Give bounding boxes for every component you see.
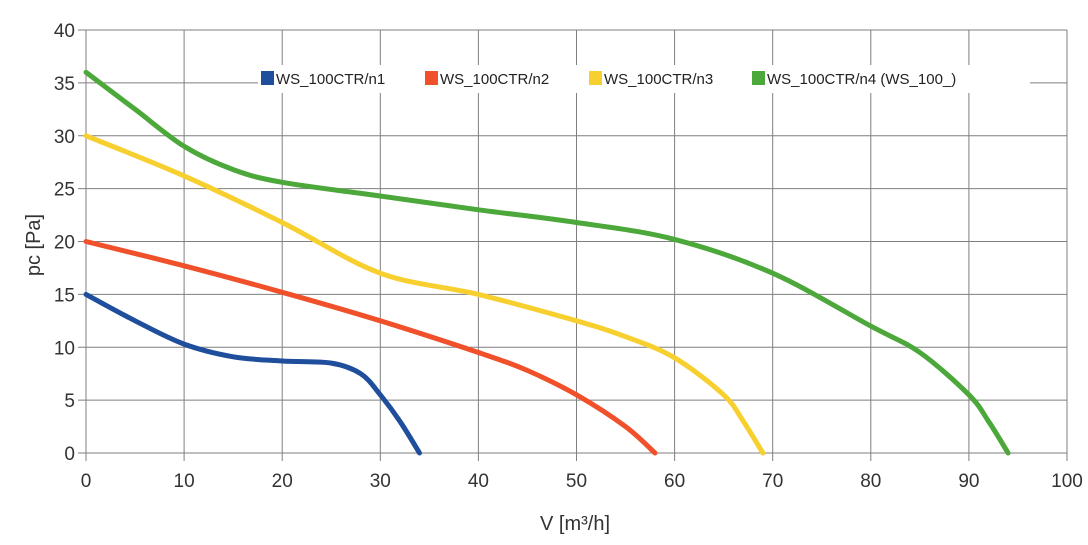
legend-label-4: WS_100CTR/n4 (WS_100_) [767, 71, 956, 88]
y-tick-label: 20 [54, 233, 75, 254]
legend-swatch-1 [261, 71, 274, 85]
y-tick-label: 10 [54, 338, 75, 359]
x-tick-label: 60 [664, 471, 685, 492]
legend-swatch-2 [425, 71, 438, 85]
x-tick-label: 50 [566, 471, 587, 492]
y-tick-label: 0 [64, 444, 75, 465]
series-line-2 [83, 239, 658, 456]
series-line-3 [83, 133, 766, 456]
x-tick-label: 70 [762, 471, 783, 492]
x-tick-label: 20 [272, 471, 293, 492]
x-axis-ticks: 0 10 20 30 40 50 60 70 80 90 100 [81, 471, 1083, 492]
y-tick-label: 25 [54, 180, 75, 201]
x-tick-label: 80 [860, 471, 881, 492]
legend-label-2: WS_100CTR/n2 [440, 71, 549, 88]
grid-lines [78, 29, 1068, 461]
legend-label-1: WS_100CTR/n1 [276, 71, 385, 88]
legend: WS_100CTR/n1 WS_100CTR/n2 WS_100CTR/n3 WS_1… [258, 65, 1030, 93]
x-tick-label: 100 [1051, 471, 1083, 492]
legend-label-3: WS_100CTR/n3 [604, 71, 713, 88]
series-line-4 [83, 69, 1011, 456]
y-tick-label: 5 [64, 391, 75, 412]
x-tick-label: 40 [468, 471, 489, 492]
legend-background [258, 65, 1030, 93]
x-tick-label: 0 [81, 471, 92, 492]
y-axis-title: pc [Pa] [23, 214, 45, 276]
series-line-1 [83, 291, 422, 456]
legend-swatch-3 [589, 71, 602, 85]
y-tick-label: 15 [54, 285, 75, 306]
x-tick-label: 90 [958, 471, 979, 492]
y-axis-ticks: 0 5 10 15 20 25 30 35 40 [54, 21, 75, 465]
x-tick-label: 10 [174, 471, 195, 492]
y-tick-label: 35 [54, 74, 75, 95]
x-axis-title: V [m³/h] [540, 513, 610, 535]
x-tick-label: 30 [370, 471, 391, 492]
legend-swatch-4 [752, 71, 765, 85]
series-lines [83, 69, 1011, 456]
y-tick-label: 30 [54, 127, 75, 148]
y-tick-label: 40 [54, 21, 75, 42]
